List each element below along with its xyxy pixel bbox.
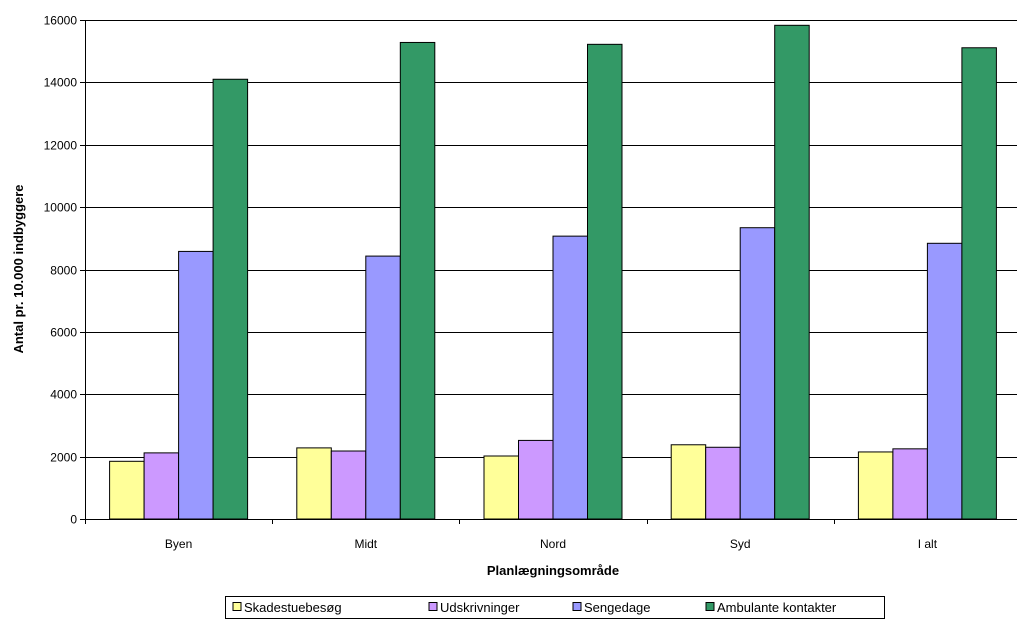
legend-swatch	[705, 602, 715, 611]
y-axis-title: Antal pr. 10.000 indbyggere	[11, 184, 26, 353]
bar	[178, 250, 214, 520]
x-tick-label: Syd	[730, 537, 751, 551]
x-tick-label: Nord	[540, 537, 566, 551]
bar	[212, 78, 249, 520]
bar	[143, 452, 180, 520]
x-tick-label: I alt	[918, 537, 938, 551]
bar	[774, 24, 810, 520]
bar	[518, 439, 554, 520]
bar	[587, 43, 623, 520]
bar	[892, 448, 928, 520]
legend-swatch	[572, 602, 582, 611]
legend-label: Sengedage	[584, 600, 651, 615]
legend-label: Udskrivninger	[440, 600, 520, 615]
x-tick-label: Midt	[354, 537, 377, 551]
axes	[85, 20, 1017, 520]
legend-swatch	[428, 602, 438, 611]
y-tick-label: 0	[70, 513, 77, 527]
x-axis-title: Planlægningsområde	[487, 563, 619, 578]
bar	[399, 41, 436, 520]
legend-box	[225, 596, 885, 619]
x-tick-labels: Byen Midt Nord Syd I alt	[85, 519, 938, 551]
y-tick-label: 14000	[44, 76, 78, 90]
bar	[296, 447, 332, 520]
legend-label: Ambulante kontakter	[717, 600, 837, 615]
bar	[961, 47, 997, 520]
bar	[670, 444, 707, 520]
bars	[109, 24, 997, 520]
y-tick-label: 12000	[44, 139, 78, 153]
x-tick-label: Byen	[165, 537, 192, 551]
y-tick-label: 16000	[44, 14, 78, 28]
y-tick-label: 2000	[50, 451, 77, 465]
bar	[365, 255, 401, 520]
y-tick-label: 4000	[50, 388, 77, 402]
bar	[857, 451, 894, 520]
bar	[109, 460, 145, 520]
y-tick-label: 10000	[44, 201, 78, 215]
y-tick-label: 6000	[50, 326, 77, 340]
bar	[705, 446, 741, 520]
bar	[926, 242, 963, 520]
legend-swatch	[232, 602, 242, 611]
bar	[739, 227, 776, 520]
y-tick-labels: 0 2000 4000 6000 8000 10000 12000 14000 16000	[44, 14, 85, 527]
y-tick-label: 8000	[50, 264, 77, 278]
bar	[483, 455, 519, 520]
legend-label: Skadestuebesøg	[244, 600, 342, 615]
legend: Skadestuebesøg Udskrivninger Sengedage Ambu…	[225, 596, 885, 619]
bar	[552, 235, 588, 520]
bar	[330, 450, 367, 520]
